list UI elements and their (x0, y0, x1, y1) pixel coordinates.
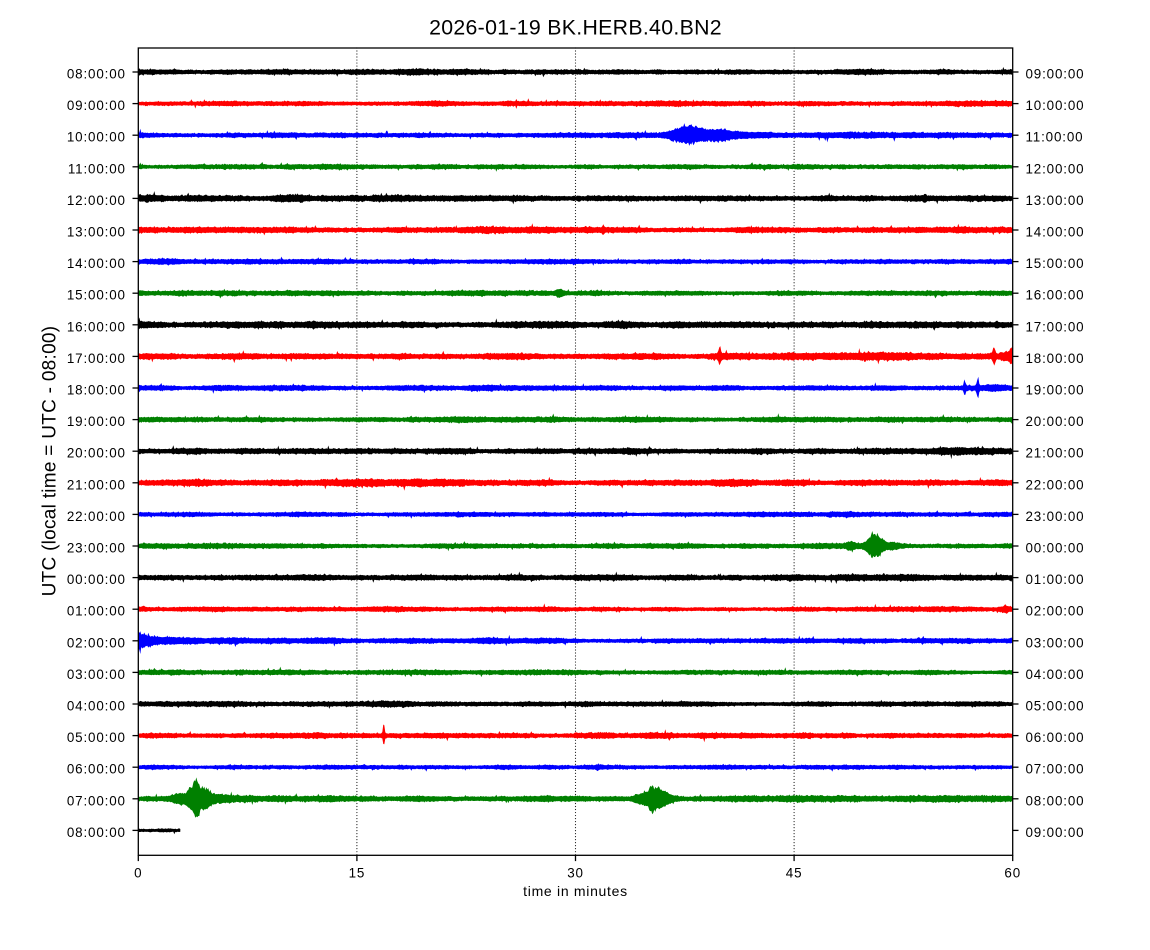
svg-text:22:00:00: 22:00:00 (67, 509, 126, 524)
svg-text:04:00:00: 04:00:00 (1026, 667, 1085, 682)
svg-text:20:00:00: 20:00:00 (67, 446, 126, 461)
svg-text:time in minutes: time in minutes (523, 883, 628, 899)
svg-text:14:00:00: 14:00:00 (67, 256, 126, 271)
svg-text:17:00:00: 17:00:00 (1026, 319, 1085, 334)
svg-text:15: 15 (349, 865, 366, 880)
svg-text:12:00:00: 12:00:00 (1026, 161, 1085, 176)
svg-text:05:00:00: 05:00:00 (67, 730, 126, 745)
svg-text:15:00:00: 15:00:00 (1026, 256, 1085, 271)
svg-text:14:00:00: 14:00:00 (1026, 225, 1085, 240)
svg-text:00:00:00: 00:00:00 (1026, 541, 1085, 556)
svg-text:08:00:00: 08:00:00 (67, 67, 126, 82)
svg-text:13:00:00: 13:00:00 (1026, 193, 1085, 208)
svg-text:05:00:00: 05:00:00 (1026, 699, 1085, 714)
svg-text:18:00:00: 18:00:00 (1026, 351, 1085, 366)
svg-text:01:00:00: 01:00:00 (1026, 572, 1085, 587)
svg-text:16:00:00: 16:00:00 (1026, 288, 1085, 303)
svg-text:15:00:00: 15:00:00 (67, 288, 126, 303)
svg-text:09:00:00: 09:00:00 (1026, 67, 1085, 82)
svg-text:02:00:00: 02:00:00 (1026, 604, 1085, 619)
svg-text:00:00:00: 00:00:00 (67, 572, 126, 587)
svg-text:21:00:00: 21:00:00 (1026, 446, 1085, 461)
svg-text:UTC (local time = UTC - 08:00): UTC (local time = UTC - 08:00) (39, 326, 60, 597)
svg-text:0: 0 (134, 865, 142, 880)
svg-text:10:00:00: 10:00:00 (1026, 98, 1085, 113)
svg-text:45: 45 (786, 865, 803, 880)
svg-text:2026-01-19 BK.HERB.40.BN2: 2026-01-19 BK.HERB.40.BN2 (429, 16, 722, 40)
svg-text:11:00:00: 11:00:00 (68, 161, 126, 176)
svg-text:08:00:00: 08:00:00 (1026, 793, 1085, 808)
svg-text:22:00:00: 22:00:00 (1026, 477, 1085, 492)
svg-text:03:00:00: 03:00:00 (1026, 635, 1085, 650)
svg-text:07:00:00: 07:00:00 (1026, 762, 1085, 777)
svg-text:09:00:00: 09:00:00 (1026, 825, 1085, 840)
svg-text:60: 60 (1004, 865, 1021, 880)
svg-text:01:00:00: 01:00:00 (67, 604, 126, 619)
svg-text:09:00:00: 09:00:00 (67, 98, 126, 113)
svg-text:03:00:00: 03:00:00 (67, 667, 126, 682)
svg-text:12:00:00: 12:00:00 (67, 193, 126, 208)
svg-text:19:00:00: 19:00:00 (67, 414, 126, 429)
svg-text:17:00:00: 17:00:00 (67, 351, 126, 366)
svg-text:23:00:00: 23:00:00 (1026, 509, 1085, 524)
svg-text:06:00:00: 06:00:00 (67, 762, 126, 777)
svg-text:11:00:00: 11:00:00 (1026, 130, 1084, 145)
svg-text:06:00:00: 06:00:00 (1026, 730, 1085, 745)
svg-text:20:00:00: 20:00:00 (1026, 414, 1085, 429)
svg-text:07:00:00: 07:00:00 (67, 793, 126, 808)
svg-text:02:00:00: 02:00:00 (67, 635, 126, 650)
svg-text:30: 30 (567, 865, 584, 880)
svg-text:08:00:00: 08:00:00 (67, 825, 126, 840)
svg-text:16:00:00: 16:00:00 (67, 319, 126, 334)
svg-text:21:00:00: 21:00:00 (67, 477, 126, 492)
svg-text:04:00:00: 04:00:00 (67, 699, 126, 714)
svg-text:10:00:00: 10:00:00 (67, 130, 126, 145)
svg-text:23:00:00: 23:00:00 (67, 541, 126, 556)
svg-text:18:00:00: 18:00:00 (67, 383, 126, 398)
svg-text:13:00:00: 13:00:00 (67, 225, 126, 240)
svg-text:19:00:00: 19:00:00 (1026, 383, 1085, 398)
